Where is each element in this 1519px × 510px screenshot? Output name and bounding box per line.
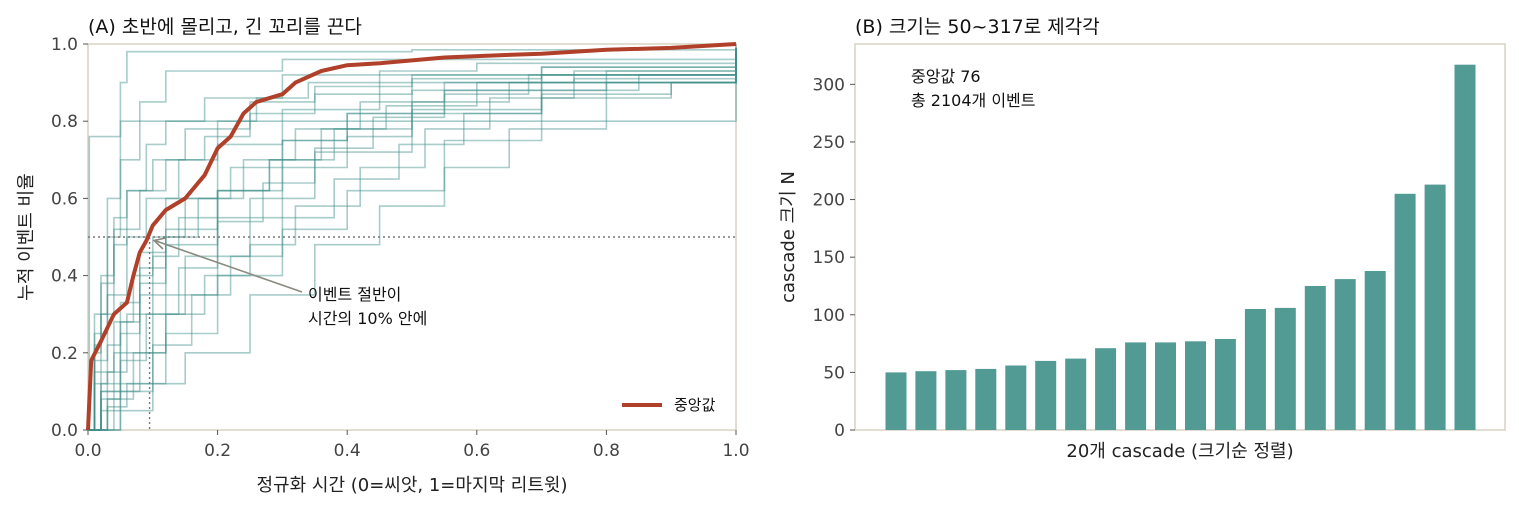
cascade-series-line-14 [88,47,737,431]
panel-b-x-axis-title: 20개 cascade (크기순 정렬) [1066,441,1293,462]
y-tick-label: 250 [813,133,845,153]
x-tick-label: 0.6 [463,441,490,461]
y-tick-label: 0.4 [51,267,78,287]
x-tick-label: 1.0 [722,441,749,461]
cascade-series-line-3 [88,47,737,431]
panel-b-y-ticks: 0 50 100 150 200 250 300 [813,75,855,441]
cascade-size-bar [1155,342,1176,430]
cascade-size-bar [1364,271,1386,430]
cascade-series-line-4 [88,47,737,431]
cascade-series-line-7 [88,55,737,431]
y-tick-label: 50 [823,363,845,383]
cascade-size-bar [1244,309,1266,430]
panel-a-cumulative-chart: (A) 초반에 몰리고, 긴 꼬리를 끈다 0.0 0.2 0.4 0.6 0.8 1.0… [16,16,750,496]
cascade-series-line-16 [88,47,737,431]
cascade-series-line-11 [88,51,737,431]
y-tick-label: 100 [813,306,845,326]
cascade-size-bar [945,370,967,430]
annotation-arrow [155,240,303,293]
panel-a-annotation: 이벤트 절반이 시간의 10% 안에 [152,237,427,328]
cascade-series-line-8 [88,55,737,431]
panel-a-x-ticks: 0.0 0.2 0.4 0.6 0.8 1.0 [74,430,750,461]
panel-a-title: (A) 초반에 몰리고, 긴 꼬리를 끈다 [88,16,362,38]
y-tick-label: 200 [813,191,845,211]
panel-b-size-chart: (B) 크기는 50~317로 제각각 0 50 100 150 200 250 300 중… [778,16,1506,462]
cascade-series-line-20 [88,51,737,431]
median-series-line [86,42,737,431]
cascade-size-bar [1424,184,1446,430]
cascade-series-line-18 [88,51,737,431]
panel-b-title: (B) 크기는 50~317로 제각각 [855,16,1100,38]
cascade-series-line-9 [88,59,737,431]
annotation-line-1: 이벤트 절반이 [308,285,401,304]
x-tick-label: 0.8 [593,441,620,461]
cascade-size-bar [1035,360,1057,430]
cascade-series-line-10 [88,51,737,431]
cascade-size-bar [885,372,907,430]
annotation-arrowhead [152,237,167,250]
panel-b-plot-frame [854,43,1506,431]
cascade-size-bar [1274,307,1296,430]
summary-total-text: 총 2104개 이벤트 [911,91,1036,110]
panel-a-y-axis-title: 누적 이벤트 비율 [16,173,37,300]
panel-a-legend: 중앙값 [622,396,716,414]
y-tick-label: 300 [813,75,845,95]
cascade-size-bar [1065,358,1087,430]
cascade-size-bar [1125,342,1147,430]
cascade-series-line-13 [88,51,737,431]
cascade-size-bar [1214,339,1236,430]
cascade-series-line-17 [88,47,737,431]
panel-b-y-axis-title: cascade 크기 N [778,171,799,303]
panel-a-x-axis-title: 정규화 시간 (0=씨앗, 1=마지막 리트윗) [256,475,567,496]
cascade-size-bar [1304,286,1326,430]
annotation-line-2: 시간의 10% 안에 [308,309,427,328]
cascade-size-bar [1005,365,1027,430]
cascade-series-line-6 [88,51,737,431]
cascade-size-bar [915,371,937,430]
legend-median-label: 중앙값 [674,396,716,414]
y-tick-label: 0.0 [51,421,78,441]
cascade-series-line-12 [88,51,737,431]
summary-median-text: 중앙값 76 [911,67,981,86]
cascade-series-line-5 [88,47,737,431]
cascade-size-bar [1185,341,1206,430]
x-tick-label: 0.4 [334,441,361,461]
y-tick-label: 150 [813,248,845,268]
panel-a-reference-lines [88,236,736,430]
y-tick-label: 1.0 [51,35,78,55]
panel-a-y-ticks: 0.0 0.2 0.4 0.6 0.8 1.0 [51,35,88,441]
y-tick-label: 0.8 [51,112,78,132]
y-tick-label: 0.2 [51,344,78,364]
cascade-series-line-2 [88,44,737,431]
panel-a-median [86,42,737,431]
y-tick-label: 0 [834,421,845,441]
cascade-series-line-19 [88,47,737,431]
cascade-size-bar [1454,64,1476,430]
y-tick-label: 0.6 [51,189,78,209]
cascade-size-bar [1095,348,1117,430]
x-tick-label: 0.2 [204,441,231,461]
cascade-size-bar [975,368,997,430]
x-tick-label: 0.0 [74,441,101,461]
panel-b-bars [885,64,1476,430]
cascade-series-line-15 [88,51,737,431]
cascade-size-bar [1394,193,1416,430]
cascade-size-bar [1334,279,1356,430]
